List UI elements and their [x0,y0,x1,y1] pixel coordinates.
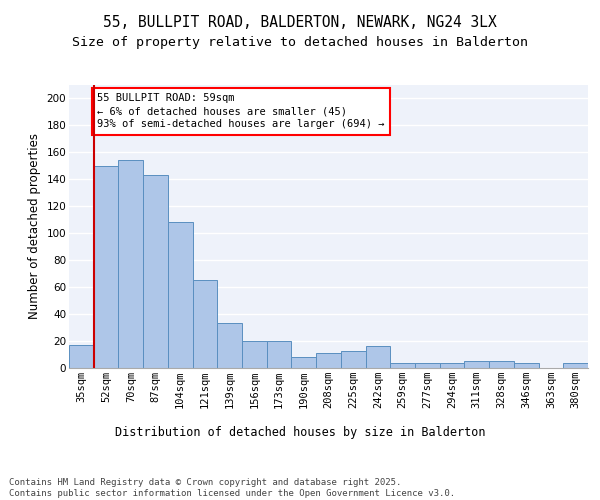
Bar [217,323,242,368]
Text: Distribution of detached houses by size in Balderton: Distribution of detached houses by size … [115,426,485,439]
Bar [563,364,588,368]
Bar [69,344,94,368]
Text: Size of property relative to detached houses in Balderton: Size of property relative to detached ho… [72,36,528,49]
Bar [118,160,143,368]
Bar [365,346,390,368]
Bar [514,364,539,368]
Bar [242,340,267,367]
Bar [94,166,118,368]
Bar [292,356,316,368]
Text: 55 BULLPIT ROAD: 59sqm
← 6% of detached houses are smaller (45)
93% of semi-deta: 55 BULLPIT ROAD: 59sqm ← 6% of detached … [97,93,385,130]
Bar [341,352,365,368]
Bar [193,280,217,368]
Bar [390,364,415,368]
Bar [415,364,440,368]
Bar [464,361,489,368]
Bar [143,175,168,368]
Y-axis label: Number of detached properties: Number of detached properties [28,133,41,320]
Bar [489,361,514,368]
Bar [267,340,292,367]
Text: 55, BULLPIT ROAD, BALDERTON, NEWARK, NG24 3LX: 55, BULLPIT ROAD, BALDERTON, NEWARK, NG2… [103,15,497,30]
Bar [316,352,341,368]
Bar [440,364,464,368]
Text: Contains HM Land Registry data © Crown copyright and database right 2025.
Contai: Contains HM Land Registry data © Crown c… [9,478,455,498]
Bar [168,222,193,368]
